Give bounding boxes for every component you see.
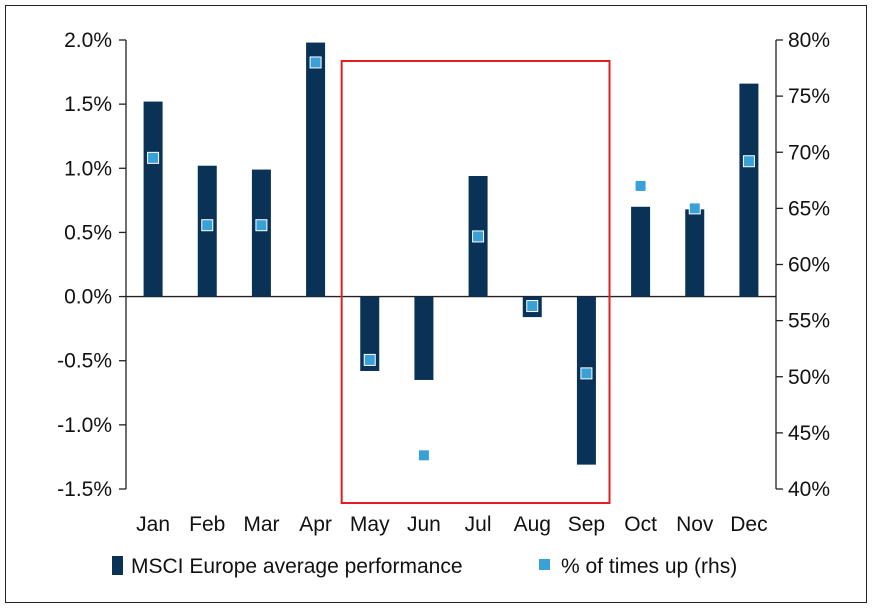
marker-aug: [526, 300, 539, 313]
y-left-tick-label: 1.5%: [64, 93, 112, 116]
marker-apr: [309, 56, 322, 69]
x-tick-label-mar: Mar: [243, 513, 279, 536]
x-tick-label-nov: Nov: [676, 513, 714, 536]
x-tick-label-jan: Jan: [136, 513, 170, 536]
bar-jun: [414, 296, 434, 380]
x-tick-label-may: May: [350, 513, 390, 536]
marker-jul: [472, 230, 485, 243]
y-right-tick-label: 60%: [788, 254, 830, 277]
bar-sep: [576, 296, 596, 465]
marker-dec: [742, 155, 755, 168]
y-right-tick-label: 80%: [788, 29, 830, 52]
y-right-tick-label: 65%: [788, 197, 830, 220]
marker-jan: [147, 151, 160, 164]
marker-feb: [201, 219, 214, 232]
marker-mar: [255, 219, 268, 232]
marker-sep: [580, 367, 593, 380]
y-right-tick-label: 40%: [788, 478, 830, 501]
marker-oct: [634, 179, 647, 192]
y-left-tick-label: -1.0%: [57, 414, 112, 437]
legend-label-bar: MSCI Europe average performance: [131, 555, 463, 578]
bar-apr: [306, 42, 326, 297]
bar-may: [360, 296, 380, 371]
y-left-tick-label: -1.5%: [57, 478, 112, 501]
y-left-tick-label: 2.0%: [64, 29, 112, 52]
y-left-tick-label: 0.5%: [64, 221, 112, 244]
marker-may: [363, 353, 376, 366]
bar-mar: [251, 169, 271, 297]
x-tick-label-apr: Apr: [299, 513, 332, 536]
y-right-tick-label: 45%: [788, 422, 830, 445]
y-right-tick-label: 50%: [788, 366, 830, 389]
y-right-tick-label: 55%: [788, 310, 830, 333]
y-right-tick-label: 75%: [788, 85, 830, 108]
x-tick-label-aug: Aug: [514, 513, 551, 536]
x-tick-label-oct: Oct: [624, 513, 657, 536]
bar-oct: [631, 206, 651, 297]
x-tick-label-dec: Dec: [730, 513, 767, 536]
y-left-tick-label: -0.5%: [57, 350, 112, 373]
bar-dec: [739, 83, 759, 297]
legend-label-marker: % of times up (rhs): [561, 555, 737, 578]
x-tick-label-jul: Jul: [465, 513, 492, 536]
bar-jan: [143, 101, 163, 297]
marker-jun: [417, 449, 430, 462]
y-right-tick-label: 70%: [788, 141, 830, 164]
legend-swatch-marker: [539, 559, 550, 570]
x-tick-label-jun: Jun: [407, 513, 441, 536]
y-left-tick-label: 1.0%: [64, 157, 112, 180]
legend-swatch-bar: [112, 556, 123, 575]
marker-nov: [688, 202, 701, 215]
bar-nov: [685, 209, 705, 297]
highlight-box: [340, 60, 611, 504]
x-tick-label-feb: Feb: [189, 513, 225, 536]
x-tick-label-sep: Sep: [568, 513, 605, 536]
y-left-tick-label: 0.0%: [64, 286, 112, 309]
